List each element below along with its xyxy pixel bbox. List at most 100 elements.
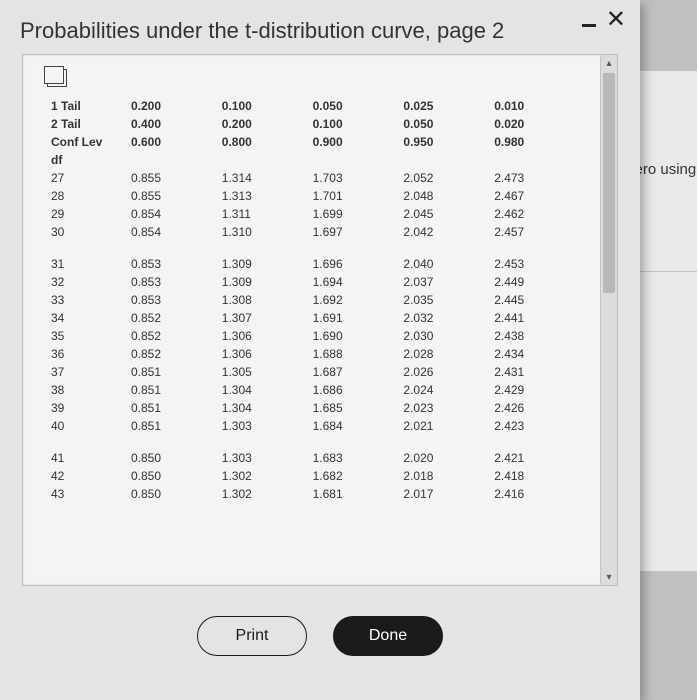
empty-cell <box>218 151 309 169</box>
value-cell: 1.683 <box>309 449 400 467</box>
df-cell: 28 <box>47 187 127 205</box>
df-cell: 32 <box>47 273 127 291</box>
table-row: 300.8541.3101.6972.0422.457 <box>47 223 581 241</box>
value-cell: 0.853 <box>127 255 218 273</box>
value-cell: 2.421 <box>490 449 581 467</box>
value-cell: 2.037 <box>399 273 490 291</box>
value-cell: 0.850 <box>127 467 218 485</box>
value-cell: 0.852 <box>127 327 218 345</box>
value-cell: 1.686 <box>309 381 400 399</box>
print-button[interactable]: Print <box>197 616 307 656</box>
table-area: 1 Tail0.2000.1000.0500.0250.0102 Tail0.4… <box>23 55 601 585</box>
value-cell: 2.028 <box>399 345 490 363</box>
df-cell: 40 <box>47 417 127 435</box>
scroll-thumb[interactable] <box>603 73 615 293</box>
value-cell: 1.307 <box>218 309 309 327</box>
df-cell: 38 <box>47 381 127 399</box>
df-cell: 31 <box>47 255 127 273</box>
table-header-row: Conf Lev0.6000.8000.9000.9500.980 <box>47 133 581 151</box>
table-row: 410.8501.3031.6832.0202.421 <box>47 449 581 467</box>
value-cell: 1.310 <box>218 223 309 241</box>
value-cell: 0.851 <box>127 381 218 399</box>
value-cell: 0.850 <box>127 485 218 503</box>
value-cell: 1.687 <box>309 363 400 381</box>
value-cell: 2.438 <box>490 327 581 345</box>
value-cell: 0.855 <box>127 169 218 187</box>
value-cell: 2.048 <box>399 187 490 205</box>
dialog: Probabilities under the t-distribution c… <box>0 0 640 700</box>
header-cell: 0.050 <box>399 115 490 133</box>
table-row: 380.8511.3041.6862.0242.429 <box>47 381 581 399</box>
table-row: 280.8551.3131.7012.0482.467 <box>47 187 581 205</box>
value-cell: 0.851 <box>127 399 218 417</box>
df-cell: 36 <box>47 345 127 363</box>
value-cell: 1.684 <box>309 417 400 435</box>
minimize-icon[interactable] <box>582 24 596 27</box>
value-cell: 1.304 <box>218 399 309 417</box>
done-button[interactable]: Done <box>333 616 443 656</box>
value-cell: 1.703 <box>309 169 400 187</box>
table-row: 370.8511.3051.6872.0262.431 <box>47 363 581 381</box>
value-cell: 2.030 <box>399 327 490 345</box>
df-cell: 35 <box>47 327 127 345</box>
df-cell: 30 <box>47 223 127 241</box>
value-cell: 1.303 <box>218 417 309 435</box>
value-cell: 0.853 <box>127 273 218 291</box>
value-cell: 1.302 <box>218 467 309 485</box>
df-cell: 34 <box>47 309 127 327</box>
value-cell: 1.314 <box>218 169 309 187</box>
table-row: 290.8541.3111.6992.0452.462 <box>47 205 581 223</box>
header-label: Conf Lev <box>47 133 127 151</box>
df-cell: 27 <box>47 169 127 187</box>
scrollbar[interactable]: ▴ ▾ <box>600 55 617 585</box>
value-cell: 2.473 <box>490 169 581 187</box>
table-row: 430.8501.3021.6812.0172.416 <box>47 485 581 503</box>
header-cell: 0.100 <box>309 115 400 133</box>
df-cell: 43 <box>47 485 127 503</box>
value-cell: 2.021 <box>399 417 490 435</box>
gap-row <box>47 241 581 255</box>
button-bar: Print Done <box>0 616 640 656</box>
header-cell: 0.100 <box>218 97 309 115</box>
header-cell: 0.200 <box>218 115 309 133</box>
value-cell: 1.692 <box>309 291 400 309</box>
value-cell: 2.040 <box>399 255 490 273</box>
close-icon[interactable]: ✕ <box>606 10 626 30</box>
header-cell: 0.020 <box>490 115 581 133</box>
value-cell: 2.441 <box>490 309 581 327</box>
value-cell: 2.462 <box>490 205 581 223</box>
header-cell: 0.200 <box>127 97 218 115</box>
value-cell: 1.306 <box>218 327 309 345</box>
value-cell: 0.853 <box>127 291 218 309</box>
t-distribution-table: 1 Tail0.2000.1000.0500.0250.0102 Tail0.4… <box>47 97 581 503</box>
empty-cell <box>127 151 218 169</box>
df-cell: 42 <box>47 467 127 485</box>
popout-icon[interactable] <box>47 69 67 87</box>
value-cell: 1.697 <box>309 223 400 241</box>
value-cell: 1.685 <box>309 399 400 417</box>
value-cell: 2.017 <box>399 485 490 503</box>
header-label: 2 Tail <box>47 115 127 133</box>
scroll-down-icon[interactable]: ▾ <box>601 569 617 585</box>
value-cell: 0.851 <box>127 417 218 435</box>
table-row: 420.8501.3021.6822.0182.418 <box>47 467 581 485</box>
header-label: 1 Tail <box>47 97 127 115</box>
df-cell: 37 <box>47 363 127 381</box>
df-cell: 39 <box>47 399 127 417</box>
df-cell: 29 <box>47 205 127 223</box>
value-cell: 1.306 <box>218 345 309 363</box>
value-cell: 2.024 <box>399 381 490 399</box>
value-cell: 2.429 <box>490 381 581 399</box>
value-cell: 2.032 <box>399 309 490 327</box>
value-cell: 1.690 <box>309 327 400 345</box>
value-cell: 1.302 <box>218 485 309 503</box>
value-cell: 1.701 <box>309 187 400 205</box>
header-cell: 0.950 <box>399 133 490 151</box>
value-cell: 2.042 <box>399 223 490 241</box>
scroll-up-icon[interactable]: ▴ <box>601 55 617 71</box>
value-cell: 2.426 <box>490 399 581 417</box>
header-cell: 0.900 <box>309 133 400 151</box>
value-cell: 1.304 <box>218 381 309 399</box>
table-row: 390.8511.3041.6852.0232.426 <box>47 399 581 417</box>
table-header-row: 2 Tail0.4000.2000.1000.0500.020 <box>47 115 581 133</box>
